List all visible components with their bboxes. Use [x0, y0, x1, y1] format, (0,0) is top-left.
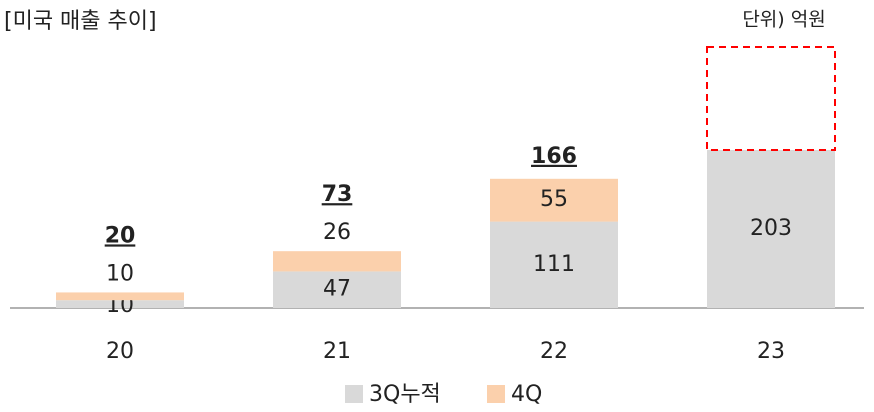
bar-segment: [56, 300, 184, 308]
bar-segment: [273, 271, 401, 308]
total-label: 166: [531, 144, 577, 169]
bar-segment: [273, 251, 401, 272]
value-label: 26: [323, 220, 351, 245]
value-label: 111: [533, 252, 575, 277]
legend-swatch: [345, 385, 363, 403]
value-label: 10: [106, 261, 134, 286]
legend-label: 4Q: [511, 382, 542, 407]
x-tick-label: 21: [323, 339, 351, 364]
bar-segment: [707, 150, 835, 308]
x-tick-label: 23: [757, 339, 785, 364]
x-tick-label: 20: [106, 339, 134, 364]
legend-label: 3Q누적: [369, 382, 441, 407]
value-label: 55: [540, 187, 568, 212]
bar-segment: [490, 221, 618, 308]
total-label: 20: [105, 223, 136, 248]
chart-title: [미국 매출 추이]: [4, 9, 157, 34]
estimate-box: [706, 46, 836, 151]
unit-label: 단위) 억원: [742, 9, 825, 31]
bar-segment: [490, 178, 618, 222]
legend-swatch: [487, 385, 505, 403]
value-label: 203: [750, 216, 792, 241]
bar-segment: [56, 292, 184, 301]
x-tick-label: 22: [540, 339, 568, 364]
value-label: 47: [323, 277, 351, 302]
total-label: 73: [322, 182, 353, 207]
